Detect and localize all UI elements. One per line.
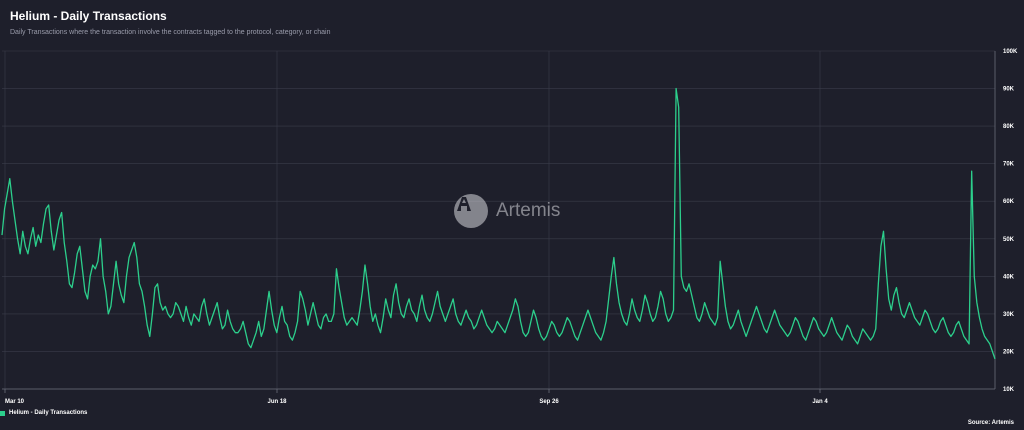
chart-legend[interactable]: Helium - Daily Transactions <box>0 410 87 416</box>
y-tick-label: 90K <box>1003 87 1015 93</box>
artemis-logo-icon <box>454 194 488 228</box>
x-tick-label: Jan 4 <box>812 399 828 405</box>
chart-title: Helium - Daily Transactions <box>10 9 167 23</box>
y-tick-label: 40K <box>1003 274 1015 280</box>
x-tick-label: Mar 10 <box>5 399 25 405</box>
y-tick-label: 60K <box>1003 199 1015 205</box>
watermark-text: Artemis <box>496 200 561 221</box>
legend-swatch <box>0 410 5 416</box>
x-tick-label: Jun 18 <box>267 399 287 405</box>
chart-subtitle: Daily Transactions where the transaction… <box>10 29 331 36</box>
x-tick-label: Sep 26 <box>539 399 559 405</box>
y-tick-label: 80K <box>1003 124 1015 130</box>
y-tick-label: 100K <box>1003 49 1018 55</box>
series-line[interactable] <box>1 87 996 360</box>
y-tick-label: 30K <box>1003 312 1015 318</box>
y-tick-label: 10K <box>1003 387 1015 393</box>
y-tick-label: 70K <box>1003 162 1015 168</box>
legend-label: Helium - Daily Transactions <box>9 410 88 416</box>
y-tick-label: 50K <box>1003 237 1015 243</box>
source-label: Source: Artemis <box>967 420 1014 426</box>
y-tick-label: 20K <box>1003 349 1015 355</box>
artemis-watermark: Artemis <box>454 194 560 228</box>
